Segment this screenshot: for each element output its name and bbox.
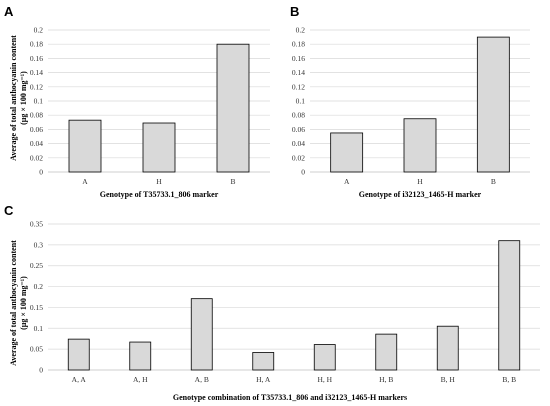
bar-c-4 bbox=[313, 344, 336, 371]
y-axis-label-c-line2: (μg × 100 mg⁻¹) bbox=[19, 276, 28, 330]
bar-c-7 bbox=[498, 240, 521, 371]
x-tick-label: B bbox=[230, 177, 235, 186]
x-tick-label: B bbox=[491, 177, 496, 186]
x-tick-label: B, H bbox=[441, 375, 456, 384]
y-tick-label: 0.06 bbox=[292, 125, 305, 134]
y-tick-label: 0.16 bbox=[30, 54, 43, 63]
panel-letter-c: C bbox=[4, 203, 14, 218]
y-tick-label: 0.35 bbox=[30, 220, 43, 229]
y-tick-label: 0.06 bbox=[30, 125, 43, 134]
chart-panel-b: B 0 0.02 0.04 0.06 0.08 0.1 0.12 0.14 0.16 0.18 0.… bbox=[290, 4, 530, 199]
chart-panel-c: C 0 0.05 0.1 0.15 0.2 0.25 0.3 0.35 A, A A, H A, … bbox=[4, 203, 540, 402]
y-tick-label: 0.05 bbox=[30, 345, 43, 354]
y-tick-label: 0.2 bbox=[34, 282, 44, 291]
bar-a-0 bbox=[68, 119, 102, 173]
x-tick-label: H, A bbox=[256, 375, 271, 384]
y-tick-label: 0.02 bbox=[292, 153, 305, 162]
y-tick-label: 0.04 bbox=[292, 139, 305, 148]
bar-b-0 bbox=[330, 132, 364, 173]
y-tick-label: 0.02 bbox=[30, 153, 43, 162]
y-tick-label: 0 bbox=[39, 168, 43, 177]
chart-panel-a: A 0 0.02 0.04 0.06 0.08 0.1 0.12 0.14 0.16 0.18 0.… bbox=[4, 4, 270, 199]
y-tick-label: 0.2 bbox=[34, 26, 44, 35]
bar-c-5 bbox=[375, 333, 398, 371]
y-tick-label: 0.04 bbox=[30, 139, 43, 148]
x-tick-label: H, B bbox=[379, 375, 393, 384]
y-tick-label: 0.12 bbox=[292, 82, 305, 91]
y-tick-label: 0.12 bbox=[30, 82, 43, 91]
x-tick-label: H, H bbox=[317, 375, 332, 384]
x-tick-label: A bbox=[82, 177, 88, 186]
panel-letter-b: B bbox=[290, 4, 299, 19]
y-tick-label: 0.18 bbox=[30, 40, 43, 49]
x-tick-label: A bbox=[344, 177, 350, 186]
bar-a-2 bbox=[216, 43, 250, 173]
y-tick-label: 0.14 bbox=[30, 68, 43, 77]
bar-c-3 bbox=[252, 352, 275, 371]
y-tick-label: 0.15 bbox=[30, 303, 43, 312]
y-tick-label: 0.1 bbox=[34, 97, 44, 106]
y-tick-label: 0.18 bbox=[292, 40, 305, 49]
y-tick-label: 0.1 bbox=[296, 97, 306, 106]
y-tick-label: 0.08 bbox=[30, 111, 43, 120]
bar-a-1 bbox=[142, 122, 176, 173]
bar-c-1 bbox=[129, 341, 152, 371]
y-tick-label: 0.14 bbox=[292, 68, 305, 77]
y-tick-label: 0 bbox=[301, 168, 305, 177]
y-tick-label: 0.25 bbox=[30, 261, 43, 270]
x-tick-label: A, B bbox=[195, 375, 209, 384]
y-tick-label: 0.3 bbox=[34, 240, 44, 249]
y-tick-label: 0.1 bbox=[34, 324, 44, 333]
x-tick-label: H bbox=[417, 177, 423, 186]
bar-c-0 bbox=[67, 338, 90, 371]
bar-b-1 bbox=[403, 118, 437, 173]
x-axis-label-c: Genotype combination of T35733.1_806 and… bbox=[173, 393, 407, 402]
y-tick-label: 0 bbox=[39, 366, 43, 375]
y-tick-label: 0.16 bbox=[292, 54, 305, 63]
x-axis-label-b: Genotype of i32123_1465-H marker bbox=[359, 190, 482, 199]
x-axis-label-a: Genotype of T35733.1_806 marker bbox=[100, 190, 219, 199]
x-tick-label: H bbox=[156, 177, 162, 186]
y-axis-label-c: Average of total anthocyanin content (μg… bbox=[9, 240, 28, 366]
panel-letter-a: A bbox=[4, 4, 14, 19]
bar-b-2 bbox=[476, 36, 510, 173]
bar-c-2 bbox=[190, 298, 213, 371]
y-tick-label: 0.08 bbox=[292, 111, 305, 120]
y-tick-label: 0.2 bbox=[296, 26, 306, 35]
x-tick-label: A, H bbox=[133, 375, 148, 384]
y-axis-label-a-line2: (μg × 100 mg⁻¹) bbox=[19, 71, 28, 125]
y-axis-label-a-line1: Average of total anthocyanin content bbox=[9, 35, 18, 161]
y-axis-label-a: Average of total anthocyanin content (μg… bbox=[9, 35, 28, 161]
bar-c-6 bbox=[436, 325, 459, 371]
x-tick-label: B, B bbox=[502, 375, 516, 384]
y-axis-label-c-line1: Average of total anthocyanin content bbox=[9, 240, 18, 366]
x-tick-label: A, A bbox=[72, 375, 87, 384]
